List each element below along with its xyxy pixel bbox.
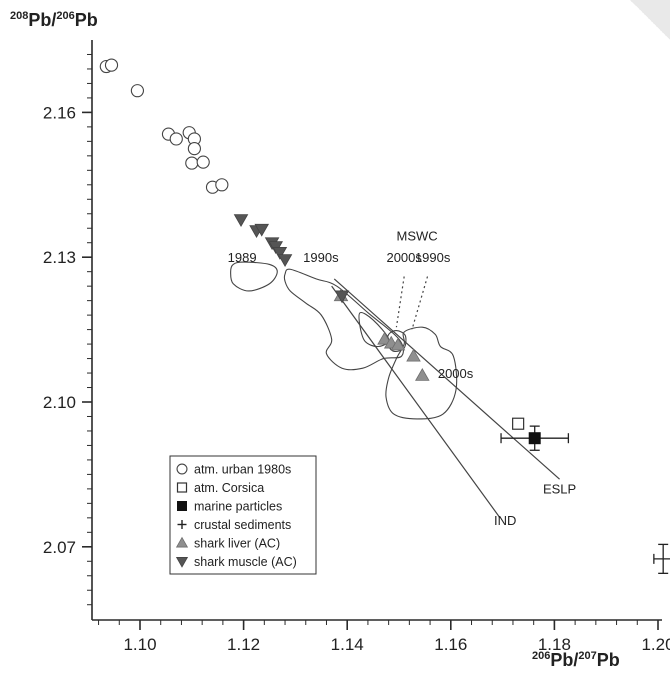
point-atm-urban-1980s <box>187 141 201 156</box>
point-shark-muscle-ac <box>277 254 293 268</box>
field-mswc-1990s <box>358 311 390 348</box>
point-atm-corsica <box>512 417 525 430</box>
legend-label: atm. Corsica <box>194 481 264 495</box>
point-atm-urban-1980s <box>169 132 183 146</box>
legend-label: shark liver (AC) <box>194 537 280 551</box>
legend-marker <box>177 501 187 511</box>
point-shark-liver-ac <box>406 348 421 362</box>
annotation-label: 1990s <box>303 250 339 265</box>
x-tick-label: 1.14 <box>331 635 364 654</box>
y-tick-label: 2.16 <box>43 103 76 122</box>
point-atm-urban-1980s <box>196 155 210 169</box>
point-shark-muscle-ac <box>254 223 270 237</box>
legend-marker <box>176 482 188 493</box>
point-shark-muscle-ac <box>334 290 350 304</box>
legend-marker <box>177 520 187 529</box>
legend-label: crustal sediments <box>194 518 291 532</box>
mswc-leader-line <box>411 276 429 330</box>
legend-marker <box>175 557 189 568</box>
x-axis-title: 206Pb/207Pb <box>532 650 620 670</box>
point-atm-urban-1980s <box>104 58 119 72</box>
annotation-label: 1990s <box>415 250 451 265</box>
y-axis-title: 208Pb/206Pb <box>10 10 98 30</box>
field-2000s <box>385 326 458 420</box>
x-tick-label: 1.18 <box>538 635 571 654</box>
legend-label: shark muscle (AC) <box>194 555 297 569</box>
field-1990s <box>283 268 404 371</box>
y-tick-label: 2.13 <box>43 248 76 267</box>
annotation-label: 2000s <box>438 366 474 381</box>
annotation-label: MSWC <box>397 228 438 243</box>
x-tick-label: 1.16 <box>434 635 467 654</box>
field-1989 <box>230 261 278 292</box>
legend-marker <box>176 463 188 475</box>
point-shark-muscle-ac <box>233 214 249 227</box>
legend-box <box>169 455 317 575</box>
point-atm-urban-1980s <box>215 178 229 192</box>
point-shark-liver-ac <box>377 331 392 345</box>
x-tick-label: 1.20 <box>641 635 670 654</box>
point-shark-liver-ac <box>390 337 406 351</box>
point-shark-muscle-ac <box>272 247 288 260</box>
point-marine-particles <box>528 432 541 445</box>
trend-line-ind <box>331 285 501 519</box>
point-atm-urban-1980s <box>130 84 145 98</box>
annotation-label: ESLP <box>543 482 576 497</box>
point-atm-urban-1980s <box>185 156 199 170</box>
legend-label: atm. urban 1980s <box>194 463 291 477</box>
legend-label: marine particles <box>194 500 282 514</box>
y-tick-label: 2.10 <box>43 393 76 412</box>
x-tick-label: 1.12 <box>227 635 260 654</box>
annotation-label: IND <box>494 513 516 528</box>
legend-marker <box>175 536 189 548</box>
trend-line-eslp <box>333 278 560 480</box>
mswc-leader-line <box>395 276 405 328</box>
corner-shadow <box>630 0 670 40</box>
point-shark-liver-ac <box>415 368 430 381</box>
y-tick-label: 2.07 <box>43 538 76 557</box>
annotation-label: 2000s <box>386 250 422 265</box>
x-tick-label: 1.10 <box>123 635 156 654</box>
annotation-label: 1989 <box>228 250 257 265</box>
